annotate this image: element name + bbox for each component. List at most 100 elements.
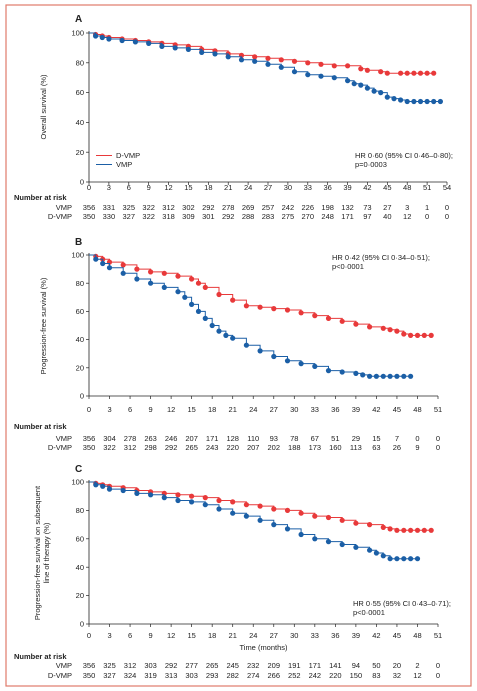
censor-point: [257, 503, 263, 509]
x-tick-label: 27: [264, 183, 272, 192]
censor-point: [298, 310, 304, 316]
legend-label: VMP: [116, 160, 132, 169]
number-at-risk-value: 265: [185, 443, 198, 452]
number-at-risk-value: 141: [329, 661, 342, 670]
number-at-risk-value: 73: [363, 203, 371, 212]
censor-point: [380, 553, 386, 559]
x-tick-label: 12: [167, 631, 175, 640]
number-at-risk-value: 0: [445, 203, 449, 212]
number-at-risk-value: 173: [309, 443, 322, 452]
number-at-risk-value: 232: [247, 661, 260, 670]
number-at-risk-value: 325: [103, 661, 116, 670]
x-tick-label: 9: [147, 183, 151, 192]
x-tick-label: 39: [343, 183, 351, 192]
number-at-risk-value: 322: [142, 212, 155, 221]
number-at-risk-value: 7: [395, 434, 399, 443]
x-tick-label: 51: [434, 405, 442, 414]
number-at-risk-value: 0: [436, 443, 440, 452]
number-at-risk-value: 202: [268, 443, 281, 452]
number-at-risk-value: 269: [242, 203, 255, 212]
x-tick-label: 51: [434, 631, 442, 640]
x-tick-label: 21: [229, 631, 237, 640]
number-at-risk-value: 292: [222, 212, 235, 221]
censor-point: [243, 342, 249, 348]
censor-point: [401, 556, 407, 562]
panel-letter: B: [75, 237, 82, 248]
censor-point: [398, 70, 404, 76]
x-tick-label: 48: [413, 405, 421, 414]
number-at-risk-value: 12: [403, 212, 411, 221]
censor-point: [421, 527, 427, 533]
y-tick-label: 0: [80, 620, 84, 629]
censor-point: [394, 527, 400, 533]
censor-point: [305, 72, 311, 78]
censor-point: [271, 522, 277, 528]
censor-point: [172, 45, 178, 51]
censor-point: [284, 526, 291, 532]
censor-point: [305, 60, 311, 66]
censor-point: [230, 335, 236, 341]
number-at-risk-value: 325: [123, 203, 136, 212]
censor-point: [417, 98, 424, 105]
censor-point: [408, 556, 414, 562]
number-at-risk-value: 27: [383, 203, 391, 212]
number-at-risk-value: 275: [282, 212, 295, 221]
censor-point: [378, 69, 384, 75]
series-line: [89, 32, 434, 74]
number-at-risk-value: 282: [226, 671, 239, 680]
censor-point: [182, 294, 188, 300]
censor-point: [161, 284, 167, 290]
censor-point: [394, 373, 400, 379]
number-at-risk-value: 188: [288, 443, 301, 452]
x-tick-label: 6: [128, 631, 132, 640]
x-tick-label: 3: [107, 183, 111, 192]
number-at-risk-value: 160: [329, 443, 342, 452]
number-at-risk-value: 322: [142, 203, 155, 212]
censor-point: [367, 547, 373, 553]
number-at-risk-value: 0: [445, 212, 449, 221]
number-at-risk-value: 93: [270, 434, 278, 443]
number-at-risk-value: 150: [350, 671, 363, 680]
censor-point: [265, 61, 271, 67]
number-at-risk-value: 1: [425, 203, 429, 212]
number-at-risk-value: 242: [282, 203, 295, 212]
censor-point: [408, 332, 414, 338]
censor-point: [230, 297, 236, 303]
series-d-vmp: [89, 480, 434, 533]
censor-point: [120, 262, 126, 268]
censor-point: [189, 301, 195, 307]
y-tick-label: 0: [80, 178, 84, 187]
censor-point: [367, 522, 373, 528]
censor-point: [318, 61, 324, 67]
censor-point: [265, 55, 271, 61]
censor-point: [384, 94, 390, 100]
x-tick-label: 27: [270, 405, 278, 414]
number-at-risk-value: 350: [83, 212, 96, 221]
x-tick-label: 12: [167, 405, 175, 414]
censor-point: [148, 269, 154, 275]
censor-point: [353, 544, 359, 550]
number-at-risk-value: 67: [311, 434, 319, 443]
censor-point: [373, 373, 379, 379]
number-at-risk-value: 132: [341, 203, 354, 212]
number-at-risk-value: 2: [415, 661, 419, 670]
censor-point: [378, 90, 384, 96]
x-tick-label: 36: [323, 183, 331, 192]
x-tick-label: 15: [184, 183, 192, 192]
censor-point: [278, 64, 284, 70]
censor-point: [230, 499, 236, 505]
censor-point: [391, 96, 397, 102]
number-at-risk-value: 110: [247, 434, 259, 443]
x-tick-label: 54: [443, 183, 451, 192]
censor-point: [387, 556, 393, 562]
y-tick-label: 40: [76, 118, 84, 127]
number-at-risk-value: 265: [206, 661, 219, 670]
x-tick-label: 0: [87, 631, 91, 640]
number-at-risk-title: Number at risk: [14, 422, 67, 431]
censor-point: [339, 369, 345, 375]
censor-point: [394, 328, 400, 334]
number-at-risk-value: 313: [165, 671, 178, 680]
hazard-ratio-text: p<0·0001: [332, 262, 364, 271]
x-tick-label: 21: [229, 405, 237, 414]
number-at-risk-value: 207: [185, 434, 198, 443]
